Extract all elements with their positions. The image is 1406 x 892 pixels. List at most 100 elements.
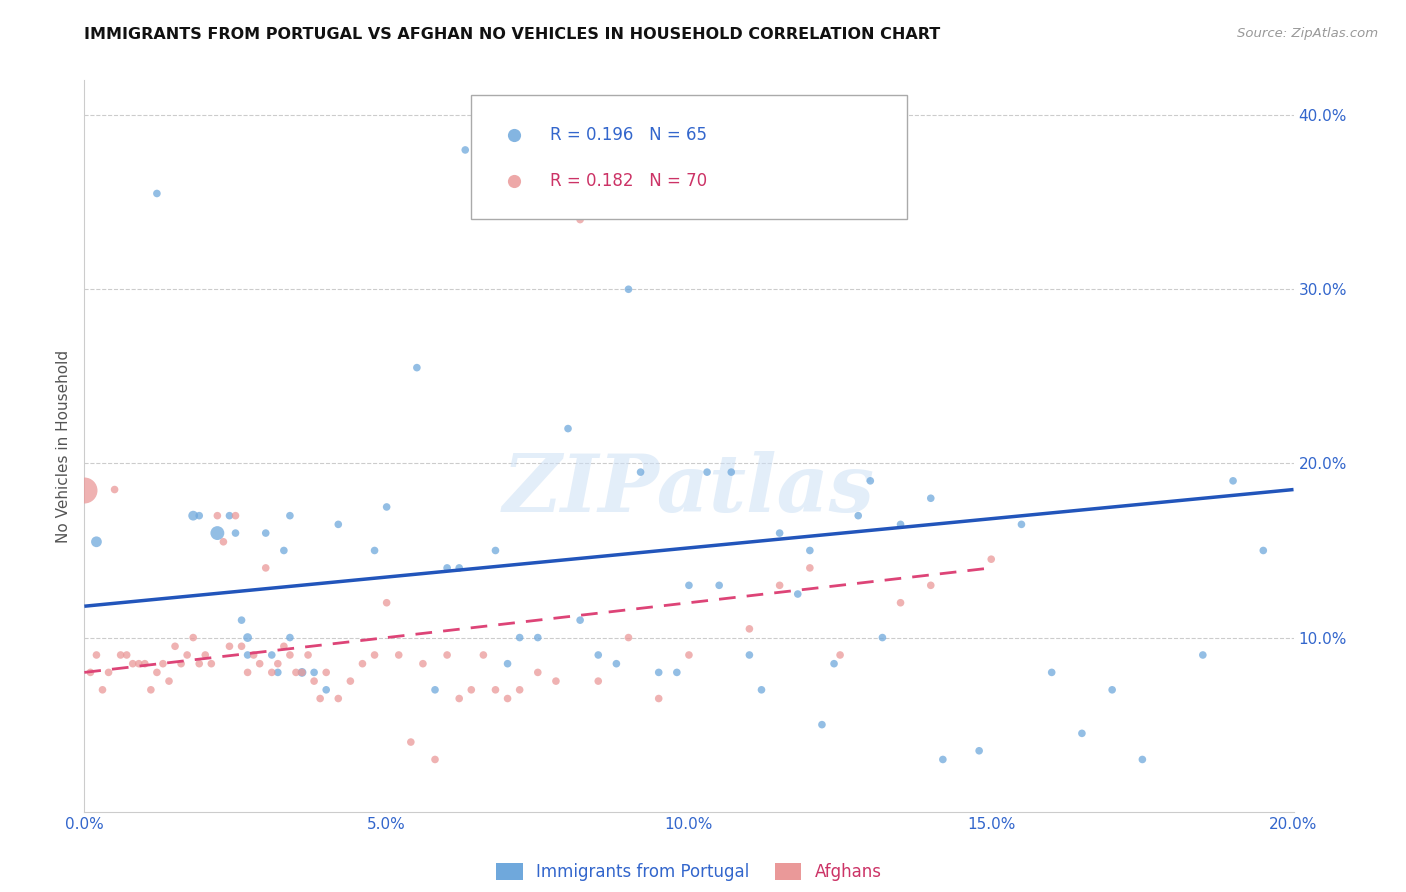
Point (436, 648, 458, 662)
Point (273, 543, 295, 558)
Point (544, 674, 567, 689)
Point (811, 717, 834, 731)
Point (388, 648, 411, 662)
Point (278, 648, 301, 662)
Point (588, 648, 610, 662)
Point (665, 665, 688, 680)
Point (484, 682, 506, 697)
Point (212, 534, 235, 549)
Point (128, 657, 150, 671)
Point (449, 691, 471, 706)
Point (375, 500, 398, 514)
Point (91, 682, 114, 697)
Point (799, 561, 821, 575)
Point (267, 657, 290, 671)
Point (291, 665, 314, 680)
Point (249, 657, 271, 671)
Point (254, 561, 277, 575)
Point (678, 648, 700, 662)
Point (79, 665, 101, 680)
Point (225, 508, 247, 523)
Point (97, 665, 120, 680)
Point (1130, 752, 1153, 766)
Point (121, 657, 143, 671)
Point (278, 631, 301, 645)
Point (218, 640, 240, 654)
Point (285, 665, 308, 680)
Point (527, 665, 550, 680)
Point (176, 648, 198, 662)
Point (588, 674, 610, 689)
Point (146, 665, 169, 680)
Text: R = 0.182   N = 70: R = 0.182 N = 70 (550, 172, 707, 190)
Point (648, 691, 671, 706)
Point (339, 674, 361, 689)
Point (1071, 726, 1094, 740)
Point (569, 212, 592, 227)
Point (231, 640, 253, 654)
Point (890, 517, 912, 532)
Point (527, 631, 550, 645)
Point (297, 648, 319, 662)
Point (509, 682, 531, 697)
Point (496, 691, 519, 706)
Point (1222, 474, 1244, 488)
Point (225, 526, 247, 541)
Point (436, 561, 458, 575)
Point (267, 665, 290, 680)
Point (406, 360, 429, 375)
Point (846, 508, 869, 523)
Point (769, 578, 792, 592)
Text: R = 0.196   N = 65: R = 0.196 N = 65 (550, 126, 707, 145)
Point (472, 648, 495, 662)
Point (569, 613, 592, 627)
Point (236, 631, 259, 645)
Point (1040, 665, 1063, 680)
Point (363, 648, 385, 662)
Point (207, 508, 229, 523)
Point (181, 508, 204, 523)
Point (231, 613, 253, 627)
Text: Source: ZipAtlas.com: Source: ZipAtlas.com (1237, 27, 1378, 40)
Text: IMMIGRANTS FROM PORTUGAL VS AFGHAN NO VEHICLES IN HOUSEHOLD CORRELATION CHART: IMMIGRANTS FROM PORTUGAL VS AFGHAN NO VE… (84, 27, 941, 42)
Point (617, 282, 640, 296)
Point (460, 682, 482, 697)
Point (242, 648, 264, 662)
Point (617, 631, 640, 645)
Point (181, 631, 204, 645)
Point (720, 465, 742, 479)
Point (302, 665, 325, 680)
Point (738, 622, 761, 636)
Point (315, 665, 337, 680)
Point (278, 508, 301, 523)
Point (86, 648, 108, 662)
Point (932, 752, 955, 766)
Point (352, 657, 374, 671)
Point (152, 657, 174, 671)
Point (872, 631, 894, 645)
Point (309, 691, 332, 706)
Point (557, 421, 579, 435)
Point (165, 640, 187, 654)
Point (454, 143, 477, 157)
Point (980, 552, 1002, 566)
Point (648, 665, 671, 680)
Point (115, 648, 138, 662)
Point (709, 578, 731, 592)
Point (449, 561, 471, 575)
FancyBboxPatch shape (471, 95, 907, 219)
Point (139, 682, 162, 697)
Point (859, 474, 882, 488)
Point (194, 648, 217, 662)
Legend: Immigrants from Portugal, Afghans: Immigrants from Portugal, Afghans (489, 856, 889, 888)
Point (823, 657, 845, 671)
Point (920, 578, 942, 592)
Point (134, 657, 156, 671)
Point (200, 657, 222, 671)
Text: ZIPatlas: ZIPatlas (503, 451, 875, 529)
Point (110, 648, 132, 662)
Point (86, 534, 108, 549)
Point (484, 543, 506, 558)
Point (399, 735, 422, 749)
Point (375, 596, 398, 610)
